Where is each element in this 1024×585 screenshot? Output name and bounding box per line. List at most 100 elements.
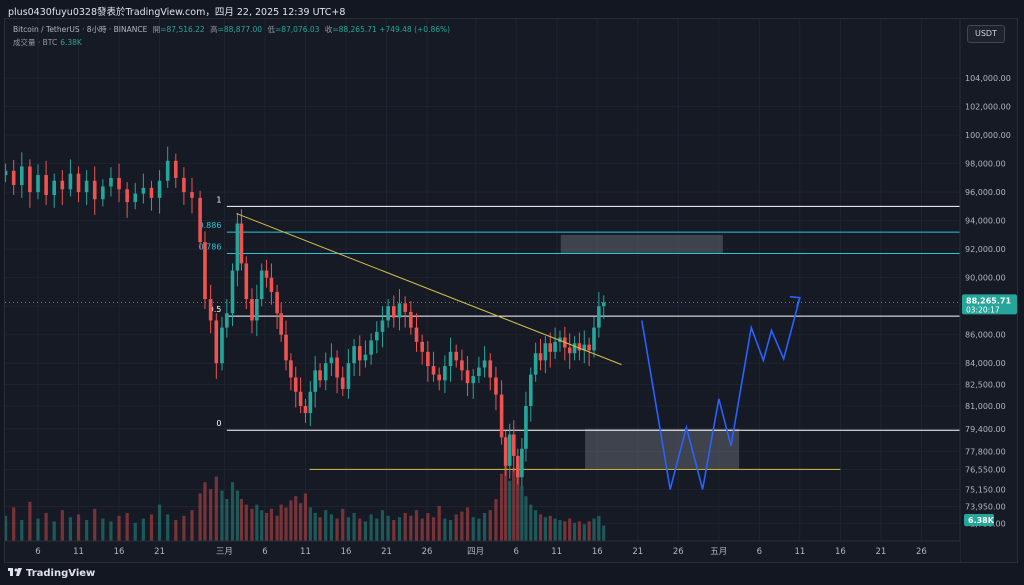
candle-body: [84, 180, 89, 193]
candle-body: [92, 180, 97, 200]
candle-body: [482, 360, 487, 368]
candle-body: [516, 455, 520, 478]
price-tick-label: 94,000.00: [965, 217, 1006, 226]
volume-bar: [488, 510, 492, 541]
candle-body: [507, 434, 512, 466]
publish-title: plus0430fuyu0328發表於TradingView.com，四月 22…: [8, 7, 346, 18]
header-bar: plus0430fuyu0328發表於TradingView.com，四月 22…: [0, 0, 1024, 20]
volume-bar: [529, 504, 533, 541]
volume-bar: [500, 473, 504, 541]
volume-bar: [209, 489, 213, 541]
date-tick-label: 四月: [467, 547, 484, 557]
volume-bar: [437, 506, 441, 541]
volume-bar: [460, 511, 464, 541]
volume-bar: [375, 518, 379, 541]
price-tick-label: 79,400.00: [965, 425, 1006, 434]
candle-body: [11, 170, 16, 186]
volume-bar: [303, 493, 308, 541]
high-label: 高: [210, 25, 218, 34]
volume-bar: [28, 501, 32, 541]
volume-bar: [230, 482, 235, 541]
price-axis: [960, 19, 1017, 562]
price-tick-label: 82,500.00: [965, 381, 1006, 390]
date-tick-label: 11: [73, 547, 84, 557]
volume-bar: [358, 518, 362, 541]
date-tick-label: 21: [876, 547, 887, 557]
date-tick-label: 26: [916, 547, 927, 557]
date-tick-label: 三月: [216, 547, 233, 557]
volume-bar: [597, 515, 601, 541]
volume-bar: [369, 514, 373, 541]
volume-bar: [482, 513, 487, 541]
candle-body: [477, 367, 481, 377]
candle-body: [437, 374, 441, 381]
candle-body: [182, 177, 186, 193]
chart-pane[interactable]: 1 0.886 0.786 0.5 0 104,000.00 102,000.00 100,0…: [4, 18, 1018, 563]
volume-bar: [264, 513, 269, 541]
volume-bar: [504, 462, 508, 541]
candle-body: [524, 405, 528, 449]
volume-bar: [68, 517, 73, 541]
volume-bar: [313, 513, 317, 541]
price-tick-label: 75,150.00: [965, 485, 1006, 494]
candle-body: [250, 299, 254, 321]
candle-body: [392, 306, 396, 318]
volume-bar: [12, 507, 16, 541]
volume-bar: [414, 510, 419, 541]
candle-body: [5, 170, 8, 176]
price-tick-label: 96,000.00: [965, 188, 1006, 197]
volume-bar: [125, 513, 129, 541]
candle-body: [230, 270, 235, 314]
price-tick-label: 77,800.00: [965, 448, 1006, 457]
volume-bar: [329, 514, 334, 541]
symbol-label: Bitcoin / TetherUS · 8小時 · BINANCE: [13, 25, 148, 34]
volume-bar: [403, 513, 407, 541]
candle-body: [380, 320, 385, 332]
date-tick-label: 26: [422, 547, 433, 557]
candle-body: [298, 391, 303, 406]
volume-bar: [443, 518, 447, 541]
volume-bar: [117, 515, 121, 541]
current-price-tag: [962, 294, 1017, 315]
candle-body: [318, 370, 322, 381]
volume-bar: [289, 500, 293, 541]
current-volume-label: 6.38K: [968, 516, 995, 525]
candle-body: [149, 187, 154, 198]
volume-bar: [471, 517, 475, 541]
candle-body: [101, 186, 105, 200]
candle-body: [528, 374, 533, 406]
candle-body: [60, 180, 65, 190]
footer-bar: TradingView: [0, 563, 1024, 585]
volume-bar: [568, 518, 572, 541]
candle-body: [329, 357, 334, 364]
volume-bar: [109, 521, 113, 541]
volume-bar: [543, 517, 547, 541]
price-tick-label: 90,000.00: [965, 274, 1006, 283]
volume-bar: [60, 510, 64, 541]
date-tick-label: 21: [154, 547, 165, 557]
tradingview-brand[interactable]: TradingView: [8, 568, 95, 579]
candle-body: [109, 177, 113, 187]
candle-body: [511, 434, 516, 456]
price-tick-label: 86,000.00: [965, 331, 1006, 340]
volume-bar: [190, 510, 194, 541]
candle-body: [125, 189, 129, 203]
candle-body: [471, 376, 476, 384]
price-zone: [585, 428, 740, 469]
candle-body: [488, 360, 493, 378]
candle-body: [68, 173, 73, 190]
volume-bar: [508, 480, 512, 541]
candle-body: [533, 353, 538, 375]
date-tick-label: 6: [513, 547, 518, 557]
price-chart[interactable]: 1 0.886 0.786 0.5 0 104,000.00 102,000.00 100,0…: [5, 19, 1018, 563]
fib-level-label: 1: [216, 195, 221, 204]
candle-body: [426, 351, 430, 367]
volume-bar: [563, 521, 567, 541]
candle-body: [133, 193, 138, 203]
candle-body: [503, 437, 508, 466]
candle-body: [520, 448, 524, 478]
currency-button[interactable]: USDT: [967, 25, 1005, 43]
volume-bar: [392, 520, 396, 541]
volume-bar: [44, 513, 48, 541]
candle-body: [386, 306, 390, 321]
